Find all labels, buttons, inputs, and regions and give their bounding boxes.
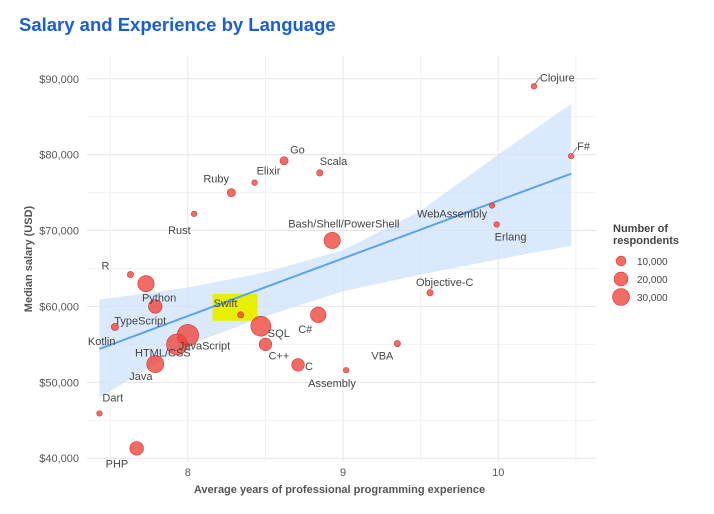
point-label-c: C++ xyxy=(268,350,289,362)
legend-label-10-000: 10,000 xyxy=(637,257,668,268)
point-vba xyxy=(393,340,401,348)
x-axis-title: Average years of professional programmin… xyxy=(194,484,485,496)
point-python xyxy=(137,275,155,293)
point-html-css xyxy=(166,333,188,356)
grid-layer xyxy=(87,56,596,462)
point-kotlin xyxy=(110,322,119,331)
point-label-swift: Swift xyxy=(214,298,238,310)
point-label-erlang: Erlang xyxy=(495,231,527,243)
y-tick-label: $40,000 xyxy=(39,453,79,465)
axis-layer: Average years of professional programmin… xyxy=(23,74,504,496)
point-bash-shell-powershell xyxy=(323,231,341,249)
point-sql xyxy=(250,315,272,337)
point-label-kotlin: Kotlin xyxy=(88,336,116,348)
y-tick-label: $70,000 xyxy=(39,226,79,238)
point-c xyxy=(291,358,305,372)
y-tick-label: $80,000 xyxy=(39,150,79,162)
point-label-webassembly: WebAssembly xyxy=(417,208,488,220)
point-label-javascript: JavaScript xyxy=(179,340,230,352)
trend-line-layer xyxy=(99,172,572,350)
x-tick-label: 9 xyxy=(340,467,346,479)
legend-circle-30-000 xyxy=(612,288,630,306)
legend-circle-20-000 xyxy=(613,271,629,287)
point-labels-layer: Clojure F# Go Scala Elixir Ruby Rust WebAssembl… xyxy=(88,72,591,470)
leader-layer xyxy=(534,77,578,155)
point-erlang xyxy=(493,221,500,228)
legend-title-line-1: Number of xyxy=(613,223,668,235)
point-label-ruby: Ruby xyxy=(203,174,229,186)
point-webassembly xyxy=(488,202,496,209)
point-php xyxy=(129,441,144,456)
point-f xyxy=(568,153,575,160)
point-label-go: Go xyxy=(290,145,305,157)
point-label-dart: Dart xyxy=(102,392,123,404)
y-axis-title: Median salary (USD) xyxy=(23,205,35,312)
confidence-band xyxy=(99,103,572,398)
chart-title: Salary and Experience by Language xyxy=(19,14,336,35)
legend-title-line-2: respondents xyxy=(613,235,679,247)
y-tick-label: $60,000 xyxy=(39,301,79,313)
points-layer xyxy=(96,83,575,456)
point-label-r: R xyxy=(101,261,109,273)
confidence-band-layer xyxy=(99,103,572,398)
legend-circle-10-000 xyxy=(615,255,627,267)
legend-label-20-000: 20,000 xyxy=(637,275,668,286)
point-label-clojure: Clojure xyxy=(540,72,575,84)
point-label-bash-shell-powershell: Bash/Shell/PowerShell xyxy=(288,218,399,230)
point-label-rust: Rust xyxy=(168,225,191,237)
point-label-scala: Scala xyxy=(320,156,348,168)
point-label-assembly: Assembly xyxy=(308,378,356,390)
point-c xyxy=(258,337,273,351)
x-tick-label: 10 xyxy=(492,467,504,479)
point-c xyxy=(310,306,327,323)
point-label-java: Java xyxy=(129,371,153,383)
point-assembly xyxy=(343,367,350,374)
point-label-vba: VBA xyxy=(371,351,394,363)
trend-line xyxy=(99,172,572,350)
leader-f xyxy=(571,146,578,155)
legend: Number of respondents 10,000 20,000 30,000 xyxy=(612,223,679,306)
point-label-elixir: Elixir xyxy=(257,166,281,178)
point-dart xyxy=(96,410,103,417)
point-label-c: C# xyxy=(298,324,313,336)
point-clojure xyxy=(530,83,538,90)
point-label-f: F# xyxy=(577,141,591,153)
point-go xyxy=(279,156,289,166)
y-tick-label: $90,000 xyxy=(39,74,79,86)
leader-clojure xyxy=(534,77,541,85)
x-tick-label: 8 xyxy=(185,467,191,479)
point-label-objective-c: Objective-C xyxy=(416,277,474,289)
point-label-html-css: HTML/CSS xyxy=(135,347,191,359)
point-typescript xyxy=(148,299,163,314)
point-label-python: Python xyxy=(142,293,176,305)
point-elixir xyxy=(251,179,258,186)
point-scala xyxy=(316,169,324,177)
point-rust xyxy=(190,210,198,217)
point-label-c: C xyxy=(305,361,313,373)
point-objective-c xyxy=(426,289,434,297)
point-label-php: PHP xyxy=(106,458,129,470)
y-tick-label: $50,000 xyxy=(39,377,79,389)
point-swift xyxy=(237,311,245,319)
point-r xyxy=(126,271,134,279)
point-label-typescript: TypeScript xyxy=(114,315,166,327)
legend-label-30-000: 30,000 xyxy=(637,293,668,304)
point-label-sql: SQL xyxy=(268,328,290,340)
point-java xyxy=(146,355,165,373)
point-ruby xyxy=(226,188,236,197)
